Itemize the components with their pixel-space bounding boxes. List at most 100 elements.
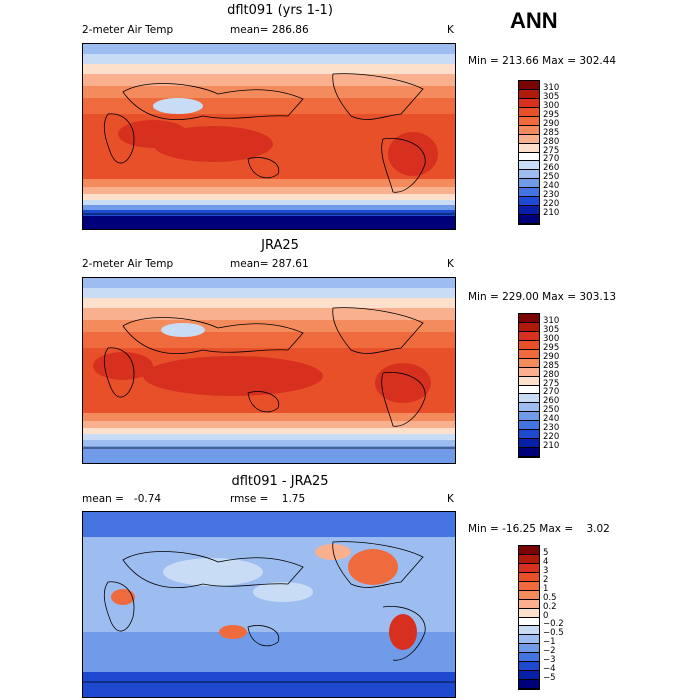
colorbar-tick-label: 285: [543, 127, 560, 138]
colorbar-tick-label: 295: [543, 109, 560, 120]
colorbar-tick-label: 250: [543, 405, 560, 416]
colorbar-swatch: [519, 215, 539, 224]
colorbar-swatch: [519, 331, 539, 341]
colorbar-swatch: [519, 599, 539, 609]
map-obs-svg: [83, 278, 455, 463]
colorbar-tick-label: 260: [543, 163, 560, 174]
colorbar-swatch: [519, 349, 539, 359]
colorbar-swatch: [519, 385, 539, 395]
colorbar-tick-label: 285: [543, 360, 560, 371]
colorbar-tick-label: 290: [543, 118, 560, 129]
colorbar-swatch: [519, 322, 539, 332]
colorbar-diff: [518, 545, 540, 690]
colorbar-swatch: [519, 358, 539, 368]
panel-mean-label: mean= 286.86: [230, 24, 309, 36]
panel-mean-label: mean= 287.61: [230, 258, 309, 270]
colorbar-tick-label: 210: [543, 208, 560, 219]
colorbar-swatch: [519, 554, 539, 564]
map-diff-svg: [83, 512, 455, 697]
colorbar-swatch: [519, 170, 539, 180]
panel-variable-label: 2-meter Air Temp: [82, 24, 174, 36]
colorbar-tick-label: 0.5: [543, 592, 557, 603]
colorbar-tick-label: 310: [543, 82, 560, 93]
colorbar-swatch: [519, 188, 539, 198]
colorbar-tick-label: 210: [543, 441, 560, 452]
colorbar-tick-label: 275: [543, 145, 560, 156]
colorbar-tick-label: 270: [543, 154, 560, 165]
map-model-svg: [83, 44, 455, 229]
colorbar-swatch: [519, 206, 539, 216]
colorbar-swatch: [519, 546, 539, 555]
map-diff: [82, 511, 456, 698]
colorbar-swatch: [519, 314, 539, 323]
panel-title-obs: JRA25: [261, 238, 299, 253]
colorbar-swatch: [519, 644, 539, 654]
colorbar-swatch: [519, 107, 539, 117]
colorbar-tick-label: 260: [543, 396, 560, 407]
colorbar-tick-label: −2: [543, 646, 556, 657]
colorbar-tick-label: −5: [543, 673, 556, 684]
panel-title-model: dflt091 (yrs 1-1): [227, 3, 333, 18]
colorbar-swatch: [519, 617, 539, 627]
colorbar-tick-label: 4: [543, 556, 549, 567]
colorbar-swatch: [519, 143, 539, 153]
colorbar-model: [518, 80, 540, 225]
colorbar-swatch: [519, 662, 539, 672]
colorbar-tick-label: −3: [543, 655, 556, 666]
colorbar-tick-label: 230: [543, 190, 560, 201]
colorbar-swatch: [519, 161, 539, 171]
colorbar-swatch: [519, 197, 539, 207]
colorbar-swatch: [519, 635, 539, 645]
colorbar-swatch: [519, 680, 539, 689]
colorbar-tick-label: 250: [543, 172, 560, 183]
colorbar-tick-label: 5: [543, 547, 549, 558]
colorbar-obs: [518, 313, 540, 458]
colorbar-tick-label: 1: [543, 583, 549, 594]
colorbar-tick-label: 300: [543, 100, 560, 111]
colorbar-tick-label: 275: [543, 378, 560, 389]
colorbar-tick-label: 300: [543, 333, 560, 344]
panel-minmax-label: Min = 213.66 Max = 302.44: [468, 55, 617, 67]
colorbar-tick-label: 220: [543, 199, 560, 210]
colorbar-swatch: [519, 403, 539, 413]
colorbar-swatch: [519, 81, 539, 90]
colorbar-tick-label: 305: [543, 324, 560, 335]
colorbar-swatch: [519, 376, 539, 386]
season-label: ANN: [510, 8, 558, 33]
colorbar-tick-label: −0.2: [543, 619, 564, 630]
panel-minmax-label: Min = 229.00 Max = 303.13: [468, 291, 617, 303]
colorbar-tick-label: 0: [543, 610, 549, 621]
colorbar-tick-label: 220: [543, 432, 560, 443]
colorbar-swatch: [519, 671, 539, 681]
colorbar-swatch: [519, 152, 539, 162]
colorbar-swatch: [519, 430, 539, 440]
panel-units-label: K: [447, 24, 454, 36]
colorbar-swatch: [519, 179, 539, 189]
colorbar-tick-label: 295: [543, 342, 560, 353]
colorbar-tick-label: 230: [543, 423, 560, 434]
colorbar-swatch: [519, 340, 539, 350]
colorbar-swatch: [519, 89, 539, 99]
colorbar-swatch: [519, 448, 539, 457]
colorbar-swatch: [519, 439, 539, 449]
colorbar-tick-label: 310: [543, 315, 560, 326]
panel-title-diff: dflt091 - JRA25: [231, 474, 329, 489]
colorbar-swatch: [519, 421, 539, 431]
colorbar-swatch: [519, 563, 539, 573]
colorbar-swatch: [519, 608, 539, 618]
colorbar-swatch: [519, 125, 539, 135]
colorbar-swatch: [519, 581, 539, 591]
colorbar-tick-label: 240: [543, 181, 560, 192]
colorbar-swatch: [519, 394, 539, 404]
colorbar-swatch: [519, 116, 539, 126]
map-model: [82, 43, 456, 230]
colorbar-tick-label: 290: [543, 351, 560, 362]
colorbar-tick-label: 240: [543, 414, 560, 425]
colorbar-tick-label: 270: [543, 387, 560, 398]
colorbar-swatch: [519, 590, 539, 600]
colorbar-tick-label: 0.2: [543, 601, 557, 612]
colorbar-tick-label: −4: [543, 664, 556, 675]
panel-mean-label: mean = -0.74: [82, 493, 162, 505]
colorbar-tick-label: 305: [543, 91, 560, 102]
colorbar-swatch: [519, 412, 539, 422]
